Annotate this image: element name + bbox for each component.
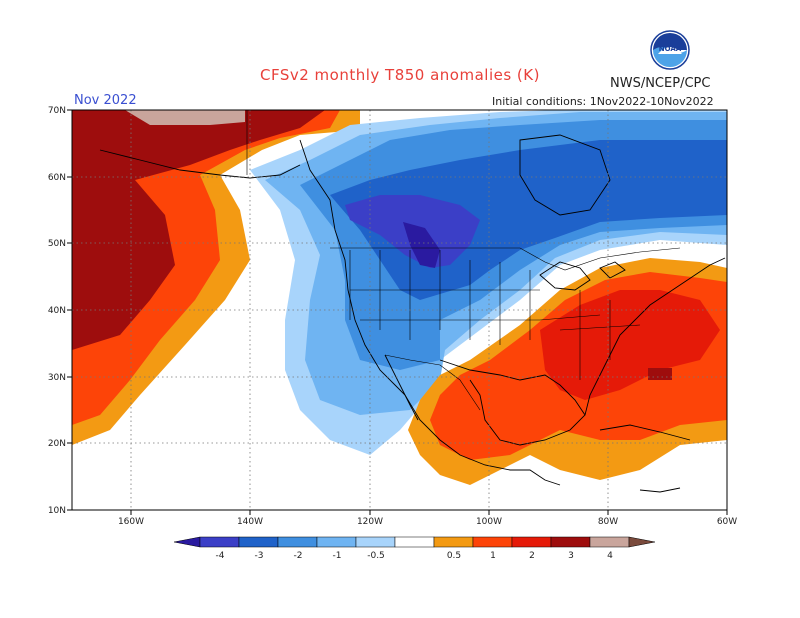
east-warm-2 (540, 290, 720, 400)
colorbar-label: 4 (607, 551, 613, 561)
us-canada-border (330, 247, 681, 271)
anomaly-fields (72, 110, 727, 510)
colorbar-swatch (511, 536, 552, 548)
warm-anomaly-2 (72, 110, 325, 350)
colorbar-label: 3 (568, 551, 574, 561)
us-state-lines (349, 250, 641, 380)
graticule (72, 110, 727, 510)
lat-label: 10N (48, 506, 66, 516)
colorbar-swatch (355, 536, 396, 548)
colorbar-label: -4 (216, 551, 225, 561)
us-mexico-border (384, 354, 481, 411)
colorbar-swatch (394, 536, 435, 548)
colorbar-arrow-high (628, 536, 656, 548)
colorbar-label: 0.5 (447, 551, 461, 561)
tick-marks (67, 109, 728, 515)
colorbar: -4 -3 -2 -1 -0.5 0.5 1 2 3 4 (173, 536, 656, 561)
longitude-labels: 160W 140W 120W 100W 80W 60W (118, 517, 737, 527)
great-lakes (539, 261, 626, 291)
lat-label: 40N (48, 306, 66, 316)
lon-label: 60W (717, 517, 737, 527)
colorbar-swatch (472, 536, 513, 548)
colorbar-label: 2 (529, 551, 535, 561)
colorbar-swatch (238, 536, 279, 548)
lat-label: 50N (48, 239, 66, 249)
lon-label: 100W (476, 517, 502, 527)
colorbar-label: -3 (255, 551, 264, 561)
cold-anomaly-5 (403, 222, 440, 268)
lat-label: 60N (48, 173, 66, 183)
east-coastline (584, 257, 726, 416)
lat-label: 30N (48, 373, 66, 383)
colorbar-swatch (316, 536, 357, 548)
initial-conditions-label: Initial conditions: 1Nov2022-10Nov2022 (492, 95, 714, 108)
colorbar-swatch (277, 536, 318, 548)
lon-label: 140W (237, 517, 263, 527)
caribbean-islands (599, 424, 691, 493)
lon-label: 120W (357, 517, 383, 527)
hudson-bay (519, 134, 611, 216)
east-warm-3 (648, 368, 672, 380)
alaska-coastline (99, 149, 301, 179)
coastlines (99, 134, 726, 493)
lon-label: 80W (598, 517, 618, 527)
lat-label: 20N (48, 439, 66, 449)
noaa-logo-icon: NOAA (650, 30, 690, 70)
colorbar-label: -1 (333, 551, 342, 561)
colorbar-arrow-low (173, 536, 201, 548)
organization-label: NWS/NCEP/CPC (610, 76, 711, 91)
colorbar-swatch (589, 536, 630, 548)
colorbar-swatch (199, 536, 240, 548)
colorbar-swatch (433, 536, 474, 548)
month-label: Nov 2022 (74, 93, 137, 108)
latitude-labels: 70N 60N 50N 40N 30N 20N 10N (48, 106, 66, 516)
colorbar-label: 1 (490, 551, 496, 561)
west-coastline (299, 139, 561, 486)
baja-coastline (384, 354, 419, 421)
logo-text: NOAA (659, 45, 682, 53)
colorbar-label: -2 (294, 551, 303, 561)
colorbar-label: -0.5 (367, 551, 385, 561)
lat-label: 70N (48, 106, 66, 116)
lon-label: 160W (118, 517, 144, 527)
borders (246, 110, 681, 411)
colorbar-swatch (550, 536, 591, 548)
warm-anomaly-3 (125, 110, 245, 125)
chart-title: CFSv2 monthly T850 anomalies (K) (260, 66, 540, 84)
